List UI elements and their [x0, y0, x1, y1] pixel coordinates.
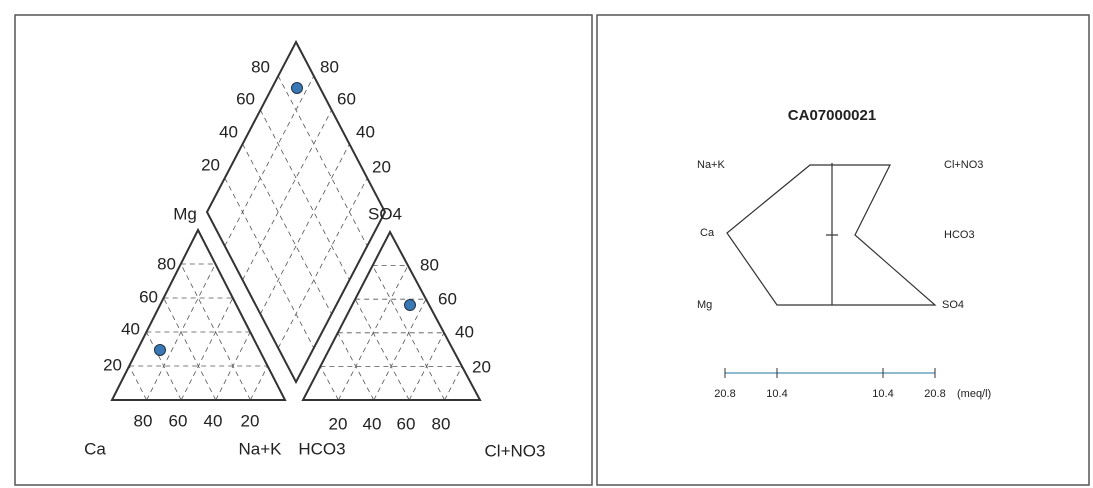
axis-tick-label: 10.4 [766, 388, 787, 400]
tick-label: 80 [420, 255, 439, 274]
tick-label: 60 [169, 411, 188, 430]
tick-label: 20 [201, 155, 220, 174]
stiff-shape [725, 163, 937, 374]
sample-point [154, 344, 166, 356]
axis-tick-label: 10.4 [872, 388, 893, 400]
right-label: SO4 [942, 299, 964, 311]
tick-label: 80 [320, 57, 339, 76]
tick-label: 80 [157, 254, 176, 273]
grid-line [242, 143, 332, 315]
axis-unit: (meq/l) [957, 388, 991, 400]
tick-label: 80 [251, 57, 270, 76]
grid-line [128, 365, 147, 401]
grid-line [373, 299, 427, 401]
piper-grid [128, 75, 463, 401]
tick-label: 40 [356, 122, 375, 141]
grid-line [163, 297, 217, 401]
axis-tick-label: 20.8 [714, 388, 735, 400]
cation-triangle [110, 227, 287, 401]
right-label: HCO3 [944, 229, 975, 241]
tick-label: 40 [219, 122, 238, 141]
anion-triangle [301, 229, 482, 401]
right-label: Cl+NO3 [944, 159, 983, 171]
tick-label: 60 [438, 289, 457, 308]
grid-line [242, 109, 332, 281]
grid-line [215, 331, 251, 401]
stiff-panel [596, 14, 1090, 486]
component-label: Mg [173, 204, 197, 223]
sample-point [291, 82, 303, 94]
grid-line [180, 297, 234, 401]
piper-outlines [110, 39, 482, 401]
tick-label: 20 [241, 411, 260, 430]
tick-label: 20 [472, 357, 491, 376]
piper-panel [14, 14, 593, 486]
grid-line [146, 331, 182, 401]
component-label: Ca [84, 439, 106, 458]
stiff-polygon [726, 164, 937, 306]
grid-line [260, 109, 350, 281]
grid-line [224, 177, 315, 349]
component-label: SO4 [368, 204, 402, 223]
tick-label: 60 [139, 287, 158, 306]
tick-label: 40 [204, 411, 223, 430]
grid-line [408, 332, 445, 401]
grid-line [277, 177, 368, 349]
stiff-title: CA07000021 [788, 107, 876, 124]
tick-label: 80 [134, 411, 153, 430]
grid-line [444, 366, 463, 401]
tick-label: 40 [455, 322, 474, 341]
tick-label: 40 [363, 414, 382, 433]
grid-line [224, 75, 315, 247]
grid-line [250, 365, 268, 401]
tick-label: 20 [372, 157, 391, 176]
tick-label: 60 [397, 414, 416, 433]
tick-label: 20 [103, 355, 122, 374]
left-label: Mg [697, 299, 712, 311]
tick-label: 60 [337, 89, 356, 108]
component-label: HCO3 [298, 439, 345, 458]
grid-line [260, 143, 350, 315]
tick-label: 60 [236, 89, 255, 108]
tick-label: 40 [121, 319, 140, 338]
tick-label: 20 [329, 414, 348, 433]
component-label: Cl+NO3 [485, 441, 546, 460]
left-label: Ca [700, 227, 715, 239]
grid-line [277, 75, 368, 247]
grid-line [354, 299, 410, 401]
sample-point [404, 299, 416, 311]
left-label: Na+K [697, 159, 725, 171]
grid-line [337, 332, 375, 401]
tick-label: 80 [432, 414, 451, 433]
axis-tick-label: 20.8 [924, 388, 945, 400]
component-label: Na+K [239, 439, 283, 458]
grid-line [320, 366, 339, 401]
diamond [205, 39, 387, 385]
